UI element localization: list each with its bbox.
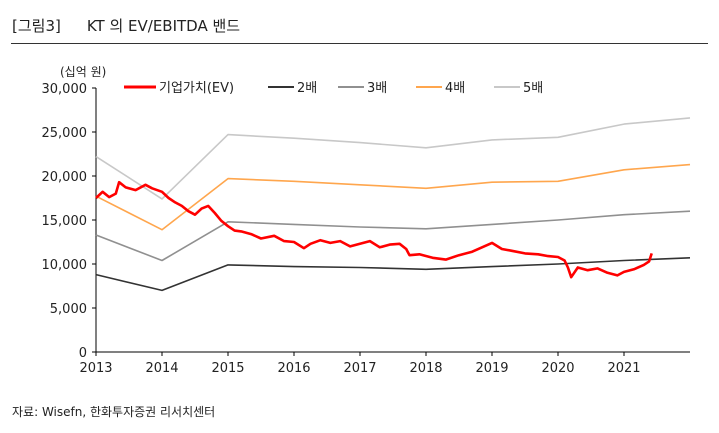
series-line-3배 — [95, 210, 691, 262]
y-tick-label: 20,000 — [42, 170, 88, 185]
source-note: 자료: Wisefn, 한화투자증권 리서치센터 — [12, 405, 216, 419]
x-tick-label: 2017 — [343, 361, 376, 376]
x-tick-label: 2013 — [79, 361, 112, 376]
legend-label: 4배 — [445, 81, 465, 96]
legend-label: 5배 — [523, 81, 543, 96]
y-tick-label: 25,000 — [42, 126, 88, 141]
series-lines — [95, 117, 691, 292]
title-text: KT 의 EV/EBITDA 밴드 — [86, 17, 241, 35]
legend: 기업가치(EV) 2배 3배 4배 5배 — [124, 81, 543, 96]
series-line-5배 — [95, 117, 691, 200]
figure-title: [그림3] KT 의 EV/EBITDA 밴드 — [12, 15, 240, 36]
x-tick-label: 2021 — [607, 361, 640, 376]
y-tick-label: 5,000 — [50, 302, 87, 317]
y-tick-label: 10,000 — [42, 258, 88, 273]
y-tick-label: 15,000 — [42, 214, 88, 229]
x-tick-label: 2019 — [475, 361, 508, 376]
title-divider — [11, 43, 708, 44]
series-line-4배 — [95, 163, 691, 231]
x-tick-label: 2016 — [277, 361, 310, 376]
legend-label: 기업가치(EV) — [159, 81, 234, 96]
x-tick-label: 2018 — [409, 361, 442, 376]
figure-label: [그림3] — [12, 17, 61, 35]
series-line-2배 — [95, 257, 691, 292]
legend-label: 2배 — [297, 81, 317, 96]
y-tick-label: 30,000 — [42, 82, 88, 97]
series-line-기업가치(EV) — [95, 180, 653, 279]
x-tick-label: 2020 — [541, 361, 574, 376]
axes: 0 5,000 10,000 15,000 20,000 25,000 30,000 2013… — [42, 82, 690, 376]
legend-label: 3배 — [367, 81, 387, 96]
x-tick-label: 2015 — [211, 361, 244, 376]
x-tick-label: 2014 — [145, 361, 178, 376]
unit-label: (십억 원) — [60, 65, 106, 79]
y-tick-label: 0 — [79, 346, 87, 361]
